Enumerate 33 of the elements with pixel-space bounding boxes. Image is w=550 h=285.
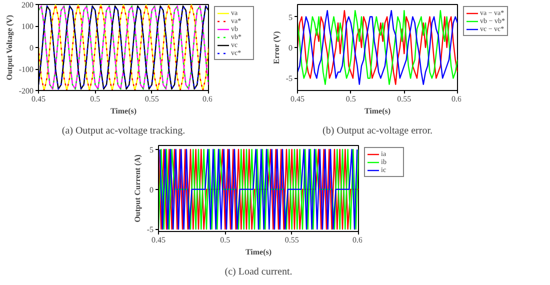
y-tick-label: 5 [288, 12, 292, 22]
y-tick-label: -5 [146, 225, 154, 234]
x-tick-label: 0.45 [152, 236, 166, 244]
y-tick-label: 0 [288, 44, 292, 52]
text: (b) Output ac-voltage error. [322, 126, 432, 136]
x-tick-label: 0.45 [290, 94, 304, 104]
x-tick-label: 0.6 [202, 94, 212, 104]
text: (c) Load current. [224, 266, 292, 278]
x-tick-label: 0.6 [452, 94, 462, 104]
line-series [298, 10, 458, 85]
y-tick-label: -5 [286, 74, 293, 84]
x-tick-label: 0.55 [397, 94, 412, 104]
x-tick-label: 0.55 [284, 236, 299, 244]
y-tick-label: -200 [18, 86, 34, 96]
y-tick-label: 200 [22, 0, 34, 10]
y-tick-label: 0 [30, 44, 34, 52]
x-tick-label: 0.6 [352, 236, 362, 244]
x-tick-label: 0.5 [90, 94, 100, 104]
x-tick-label: 0.5 [220, 236, 230, 244]
y-axis-title: Error (V) [272, 30, 281, 64]
x-tick-label: 0.45 [32, 94, 46, 104]
y-tick-label: 5 [150, 145, 154, 154]
y-tick-label: 100 [22, 22, 34, 31]
x-axis-title: Time(s) [364, 106, 391, 116]
text: (a) Output ac-voltage tracking. [62, 126, 186, 136]
x-tick-label: 0.55 [144, 94, 159, 104]
y-tick-label: -100 [18, 65, 34, 74]
x-axis-title: Time(s) [110, 106, 137, 116]
y-axis-title: Output Voltage (V) [4, 14, 14, 80]
y-axis-title: Output Current (A) [132, 154, 142, 222]
x-axis-title: Time(s) [245, 248, 272, 256]
x-tick-label: 0.5 [346, 94, 356, 104]
y-tick-label: 0 [150, 185, 154, 194]
